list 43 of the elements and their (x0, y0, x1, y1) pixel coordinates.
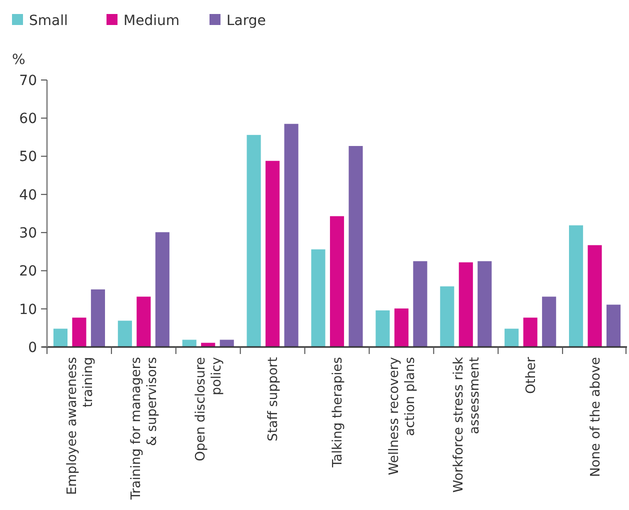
y-tick-label: 40 (19, 187, 37, 204)
y-tick-label: 0 (28, 340, 37, 356)
x-tick-label: Other (524, 356, 539, 394)
y-tick-label: 60 (19, 111, 37, 128)
y-tick-label: 30 (19, 225, 37, 242)
bar (569, 225, 584, 347)
bar (606, 304, 621, 347)
bar (413, 261, 428, 347)
bar (394, 308, 408, 347)
bar (588, 245, 602, 347)
legend-label: Medium (124, 12, 180, 29)
x-tick-label: None of the above (588, 357, 604, 478)
x-tick-label: Employee awareness training (64, 356, 96, 495)
legend-label: Small (29, 12, 68, 29)
bar (330, 216, 344, 347)
y-tick-label: 10 (19, 302, 37, 318)
y-tick-label: 70 (19, 72, 37, 89)
bar (523, 318, 538, 347)
x-tick-label: Wellness recovery action plans (386, 356, 418, 476)
bar (266, 160, 280, 347)
bar (90, 289, 105, 347)
bar (458, 262, 473, 347)
bar (284, 124, 298, 347)
bar (118, 320, 132, 347)
y-tick-label: 20 (19, 264, 37, 280)
bar (376, 310, 390, 347)
bar (348, 146, 363, 347)
bar (72, 318, 86, 347)
bar (478, 261, 492, 347)
legend-label: Large (226, 12, 266, 29)
bar (311, 249, 326, 347)
y-axis-title: % (12, 52, 26, 68)
bar (53, 328, 68, 347)
bar (440, 286, 454, 347)
bar (542, 296, 556, 347)
bar (246, 134, 261, 347)
x-tick-label: Staff support (266, 357, 282, 442)
bar (155, 232, 170, 347)
y-tick-label: 50 (19, 149, 37, 166)
x-tick-label: Open disclosure policy (194, 356, 225, 462)
x-tick-label: Talking therapies (330, 356, 346, 468)
bar (504, 328, 519, 347)
bar (136, 296, 151, 347)
